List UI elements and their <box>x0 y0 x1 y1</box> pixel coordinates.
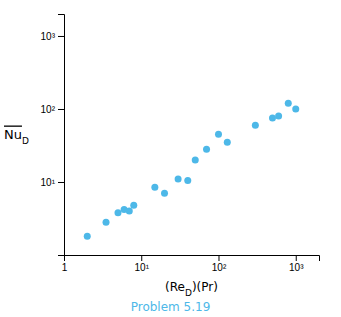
y-tick-mark <box>58 36 64 37</box>
point <box>275 113 282 120</box>
point <box>215 131 222 138</box>
x-tick-mark <box>296 255 297 261</box>
x-tick-label: 10³ <box>289 262 304 273</box>
x-tick-mark <box>218 255 219 261</box>
x-tick: 10² <box>212 255 227 273</box>
point <box>252 122 259 129</box>
plot: 1 10¹ 10² 10³ 10¹ 10² 10³ <box>41 15 320 274</box>
y-tick: 10³ <box>41 31 64 42</box>
point <box>292 105 299 112</box>
y-tick: 10¹ <box>41 177 64 188</box>
y-tick-mark <box>58 182 64 183</box>
point <box>184 177 191 184</box>
x-label: (ReD)(Pr) <box>165 280 218 298</box>
point <box>151 184 158 191</box>
point <box>126 208 133 215</box>
caption: Problem 5.19 <box>131 300 211 314</box>
point <box>161 190 168 197</box>
y-tick-label: 10² <box>41 104 56 115</box>
y-tick-label: 10¹ <box>41 177 56 188</box>
point <box>84 233 91 240</box>
x-tick-mark <box>141 255 142 261</box>
point <box>285 100 292 107</box>
point <box>175 175 182 182</box>
y-tick-mark <box>58 109 64 110</box>
x-tick-label: 10¹ <box>135 262 150 273</box>
y-tick-label: 10³ <box>41 31 56 42</box>
point <box>103 219 110 226</box>
x-tick-label: 1 <box>62 262 68 273</box>
y-tick-mark <box>58 255 64 256</box>
x-axis: 1 10¹ 10² 10³ <box>62 255 320 273</box>
y-axis-line <box>58 15 65 256</box>
point <box>269 115 276 122</box>
point <box>114 209 121 216</box>
y-tick <box>58 255 64 256</box>
points <box>84 100 299 240</box>
x-tick: 10¹ <box>135 255 150 273</box>
point <box>130 202 137 209</box>
y-axis: 10¹ 10² 10³ <box>41 15 65 256</box>
point <box>224 139 231 146</box>
point <box>203 146 210 153</box>
point <box>192 157 199 164</box>
chart: 1 10¹ 10² 10³ 10¹ 10² 10³ (ReD)(Pr) NuD Problem 5… <box>0 0 341 317</box>
x-tick-label: 10² <box>212 262 227 273</box>
x-tick: 1 <box>62 255 68 273</box>
x-tick: 10³ <box>289 255 304 273</box>
y-tick: 10² <box>41 104 64 115</box>
y-label: NuD <box>4 127 29 146</box>
x-axis-line <box>65 256 320 262</box>
